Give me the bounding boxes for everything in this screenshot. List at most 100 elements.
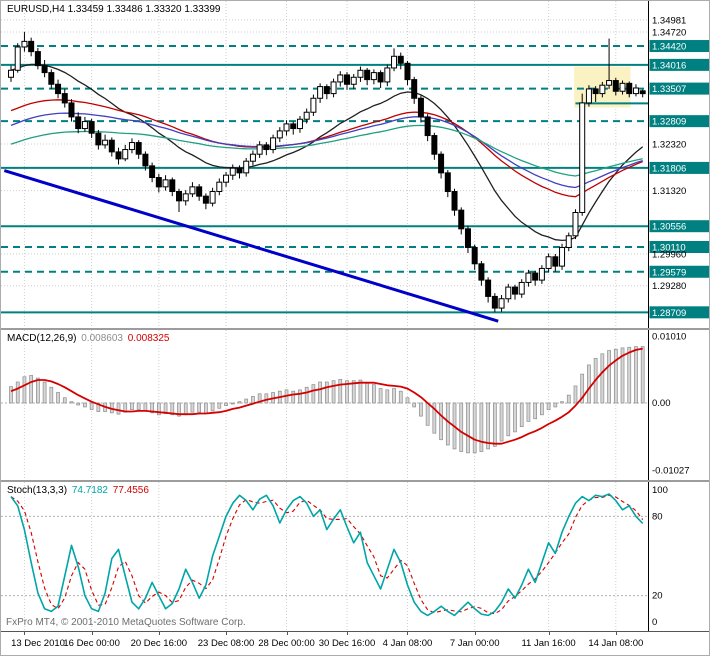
candle bbox=[491, 295, 498, 309]
scale-label: 100 bbox=[652, 485, 668, 496]
macd-histogram-bar bbox=[600, 353, 605, 404]
macd-histogram-bar bbox=[432, 402, 437, 434]
candle bbox=[444, 172, 451, 193]
macd-histogram-bar bbox=[150, 402, 154, 414]
ma-green-89 bbox=[10, 124, 643, 177]
macd-histogram-bar bbox=[76, 402, 81, 406]
macd-panel[interactable]: 0.01010 0.00 -0.01027 bbox=[1, 330, 710, 480]
macd-histogram-bar bbox=[526, 402, 531, 422]
candle bbox=[236, 167, 243, 174]
candle bbox=[606, 80, 613, 86]
time-label: 4 Jan 08:00 bbox=[382, 638, 433, 649]
trendline[interactable] bbox=[3, 169, 499, 323]
panel-separator[interactable] bbox=[1, 480, 709, 482]
macd-histogram-bar bbox=[479, 402, 484, 452]
candle bbox=[28, 40, 35, 53]
macd-histogram-bar bbox=[345, 380, 349, 404]
macd-histogram-bar bbox=[499, 402, 504, 442]
macd-histogram-bar bbox=[419, 402, 423, 417]
stochastic-panel[interactable]: 100 80 20 0 bbox=[1, 482, 710, 631]
candle bbox=[350, 76, 357, 85]
stoch-indicator-name: Stoch(13,3,3) bbox=[7, 485, 68, 496]
candle bbox=[518, 281, 525, 295]
time-axis[interactable]: 13 Dec 2010 16 Dec 00:00 20 Dec 16:00 23 De… bbox=[1, 631, 709, 655]
candle bbox=[68, 102, 75, 118]
macd-histogram-bar bbox=[156, 402, 161, 416]
candle bbox=[545, 256, 552, 269]
candle bbox=[404, 62, 411, 81]
macd-histogram-bar bbox=[587, 364, 591, 404]
macd-histogram-bar bbox=[130, 402, 134, 410]
macd-histogram-bar bbox=[620, 347, 625, 404]
candle bbox=[579, 102, 586, 213]
candle bbox=[498, 298, 505, 309]
chart-title: EURUSD,H4 1.33459 1.33486 1.33320 1.3339… bbox=[7, 4, 221, 15]
ma-red-50 bbox=[10, 99, 643, 198]
panel-separator[interactable] bbox=[1, 328, 709, 330]
scale-label: 1.34420 bbox=[652, 42, 686, 53]
candle bbox=[95, 132, 102, 146]
candle bbox=[485, 279, 492, 297]
candle bbox=[55, 83, 62, 95]
macd-histogram-bar bbox=[190, 402, 195, 413]
macd-histogram-bar bbox=[607, 350, 611, 404]
price-chart-panel[interactable]: 1.34981 1.34720 1.34420 1.34016 1.33507 1.328… bbox=[1, 1, 710, 328]
time-tick bbox=[158, 632, 160, 635]
macd-histogram-bar bbox=[553, 402, 558, 408]
stoch-main-value: 74.7182 bbox=[71, 485, 108, 496]
macd-histogram-bar bbox=[89, 402, 94, 410]
candle bbox=[14, 46, 21, 71]
time-label: 20 Dec 16:00 bbox=[130, 638, 188, 649]
time-tick bbox=[407, 632, 409, 635]
macd-histogram-bar bbox=[445, 402, 450, 446]
macd-histogram-bar bbox=[546, 402, 551, 410]
candle bbox=[471, 246, 478, 265]
macd-histogram-bar bbox=[566, 394, 571, 404]
macd-histogram-bar bbox=[338, 379, 343, 404]
macd-histogram-bar bbox=[459, 402, 464, 452]
scale-label: 1.29280 bbox=[652, 281, 686, 292]
candle bbox=[162, 179, 169, 188]
scale-label: 1.34016 bbox=[652, 60, 686, 71]
scale-label: 1.33507 bbox=[652, 84, 686, 95]
macd-histogram-bar bbox=[318, 381, 322, 404]
scale-label: 1.34720 bbox=[652, 28, 686, 39]
time-label: 30 Dec 16:00 bbox=[318, 638, 376, 649]
macd-histogram-bar bbox=[351, 380, 356, 404]
candle bbox=[135, 142, 142, 155]
price-label-highlight bbox=[649, 220, 709, 233]
macd-histogram-bar bbox=[640, 346, 645, 404]
time-label: 13 Dec 2010 bbox=[11, 638, 65, 649]
scale-label: 1.29579 bbox=[652, 267, 686, 278]
candle bbox=[290, 123, 297, 130]
macd-histogram-bar bbox=[412, 402, 417, 408]
candle bbox=[303, 111, 310, 120]
candle bbox=[48, 72, 55, 85]
macd-histogram-bar bbox=[560, 401, 564, 404]
candle bbox=[128, 142, 135, 151]
macd-histogram-bar bbox=[204, 402, 208, 414]
candle bbox=[223, 174, 230, 183]
candle bbox=[585, 88, 592, 104]
macd-histogram-bar bbox=[425, 402, 430, 426]
macd-label: MACD(12,26,9) 0.008603 0.008325 bbox=[7, 333, 171, 344]
macd-histogram-bar bbox=[365, 382, 370, 404]
candle bbox=[81, 121, 88, 130]
scale-label: 80 bbox=[652, 511, 663, 522]
candle bbox=[34, 51, 41, 67]
candle bbox=[196, 186, 203, 197]
macd-histogram-bar bbox=[378, 388, 383, 404]
macd-signal-line bbox=[10, 347, 643, 445]
macd-histogram-bar bbox=[177, 402, 181, 417]
macd-histogram-bar bbox=[62, 397, 67, 404]
candle bbox=[270, 137, 277, 151]
macd-histogram-bar bbox=[251, 396, 255, 404]
time-label: 14 Jan 08:00 bbox=[588, 638, 644, 649]
macd-histogram-bar bbox=[143, 402, 148, 412]
time-label: 28 Dec 00:00 bbox=[258, 638, 315, 649]
macd-histogram-bar bbox=[197, 402, 202, 413]
time-label: 11 Jan 16:00 bbox=[521, 638, 576, 649]
candle bbox=[102, 139, 109, 146]
price-label-highlight bbox=[649, 265, 709, 278]
